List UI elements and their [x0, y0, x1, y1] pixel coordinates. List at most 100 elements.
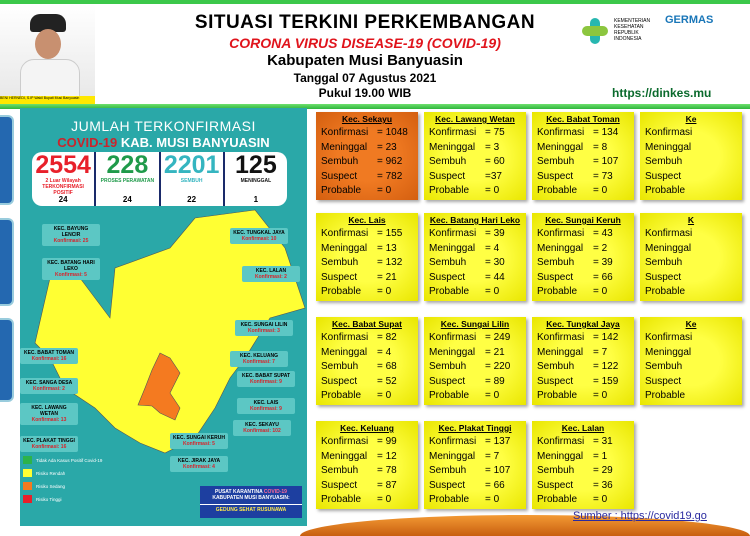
stat-value: = 21 — [485, 346, 505, 358]
stat-value: = 66 — [485, 479, 505, 491]
panel-subtitle-text: KAB. MUSI BANYUASIN — [120, 135, 270, 150]
stat-label: Suspect — [645, 271, 682, 283]
map-label-count: Konfirmasi: 10 — [241, 236, 277, 242]
stat-value: = 4 — [377, 346, 392, 358]
district-card: Kec. Babat Toman Konfirmasi = 134 Meninggal… — [532, 112, 634, 200]
stat-value: = 0 — [377, 185, 392, 196]
stat-row: Sembuh = 68 — [321, 360, 413, 375]
stat-value: = 142 — [593, 332, 619, 343]
stat-label: Meninggal — [537, 242, 584, 254]
stat-row: Meninggal = 12 — [321, 450, 413, 465]
stat-value: = 1 — [593, 450, 608, 462]
stat-row: Suspect = 36 — [537, 479, 629, 494]
district-card: Kec. Babat Supat Konfirmasi = 82 Meninggal =… — [316, 317, 418, 405]
stat-value: =37 — [485, 170, 502, 182]
stat-value: = 962 — [377, 156, 403, 167]
kemenkes-logo-icon — [582, 18, 608, 44]
map-label-name: KEC. PLAKAT TINGGI — [23, 438, 75, 444]
stat-label: Suspect — [321, 375, 358, 387]
stat-0: 2554 2 Luar Wilayah TERKONFIRMASI POSITIF… — [32, 151, 97, 206]
stat-value: = 220 — [485, 361, 511, 372]
stat-label: Konfirmasi — [321, 332, 369, 343]
stat-label: Konfirmasi — [429, 127, 477, 138]
stat-label: Sembuh — [429, 361, 467, 372]
stat-label: Suspect — [537, 170, 574, 182]
stat-label: SEMBUH — [180, 178, 203, 184]
stat-label: Meninggal — [537, 141, 584, 153]
stat-row: Sembuh — [645, 360, 737, 375]
stat-value: = 134 — [593, 127, 619, 138]
stat-row: Sembuh — [645, 256, 737, 271]
stat-value: = 73 — [593, 170, 613, 182]
legend-swatch — [23, 482, 32, 490]
legend-item: Risiko Rendah — [23, 469, 65, 477]
stat-value: = 30 — [485, 257, 505, 268]
stat-value: = 87 — [377, 479, 397, 491]
panel-subtitle-red: COVID-19 — [57, 135, 118, 150]
stat-row: Meninggal = 23 — [321, 141, 413, 156]
map-label-count: Konfirmasi: 102 — [243, 428, 281, 434]
stat-label: Suspect — [537, 271, 574, 283]
stat-row: Suspect = 52 — [321, 375, 413, 390]
map-label: KEC. SANGA DESA Konfirmasi: 2 — [20, 378, 78, 394]
stat-label: Konfirmasi — [429, 228, 477, 239]
stat-delta: 1 — [253, 195, 259, 204]
stat-value: = 249 — [485, 332, 511, 343]
stats-box: 2554 2 Luar Wilayah TERKONFIRMASI POSITIF… — [32, 152, 287, 206]
stat-2: 2201 SEMBUH 22 — [161, 152, 225, 206]
stat-value: = 39 — [593, 257, 613, 268]
legend-label: Tidak Ada Kasus Positif Covid-19 — [36, 457, 103, 463]
stat-row: Probable — [645, 389, 737, 404]
map-label: KEC. SUNGAI KERUH Konfirmasi: 5 — [170, 433, 228, 449]
map-label-name: KEC. SEKAYU — [245, 422, 279, 428]
stat-label: Konfirmasi — [321, 127, 369, 138]
district-card: Kec. Lais Konfirmasi = 155 Meninggal = 13 Sem… — [316, 213, 418, 301]
stat-row: Suspect =37 — [429, 170, 521, 185]
stat-row: Probable = 0 — [429, 389, 521, 404]
stat-row: Meninggal = 7 — [429, 450, 521, 465]
stat-row: Konfirmasi = 155 — [321, 227, 413, 242]
stat-row: Meninggal = 4 — [321, 346, 413, 361]
map-label: KEC. BABAT SUPAT Konfirmasi: 9 — [237, 371, 295, 387]
map-label: KEC. SEKAYU Konfirmasi: 102 — [233, 420, 291, 436]
stat-label: Probable — [537, 286, 578, 297]
map-label-name: KEC. SUNGAI LILIN — [240, 322, 288, 328]
source-link[interactable]: Sumber : https://covid19.go — [573, 510, 707, 522]
region: Kabupaten Musi Banyuasin — [267, 52, 463, 69]
stat-value: = 60 — [485, 156, 505, 167]
map-label-name: KEC. JIRAK JAYA — [177, 458, 221, 464]
website-url[interactable]: https://dinkes.mu — [612, 86, 712, 100]
stat-row: Konfirmasi = 39 — [429, 227, 521, 242]
map-label-count: Konfirmasi: 16 — [31, 444, 67, 450]
stat-row: Konfirmasi = 142 — [537, 331, 629, 346]
stat-label: MENINGGAL — [240, 178, 272, 184]
stat-value: = 782 — [377, 170, 403, 182]
stat-label: Konfirmasi — [537, 127, 585, 138]
stat-label: Probable — [429, 494, 470, 505]
stat-row: Meninggal = 3 — [429, 141, 521, 156]
divider — [0, 104, 750, 109]
stat-row: Konfirmasi = 99 — [321, 435, 413, 450]
stat-value: = 0 — [377, 286, 392, 297]
stat-row: Konfirmasi = 82 — [321, 331, 413, 346]
stat-value: = 44 — [485, 271, 505, 283]
stat-delta: 24 — [58, 195, 68, 204]
district-card-title: Kec. Tungkal Jaya — [546, 319, 620, 329]
stat-label: Suspect — [537, 375, 574, 387]
stat-value: = 0 — [377, 494, 392, 505]
stat-row: Sembuh = 220 — [429, 360, 521, 375]
stat-label: Meninggal — [429, 141, 476, 153]
district-card-title: Kec. Keluang — [340, 423, 394, 433]
stat-value: = 0 — [377, 390, 392, 401]
stat-value: 2554 — [35, 151, 91, 179]
map-label: KEC. BAYUNG LENCIR Konfirmasi: 25 — [42, 224, 100, 246]
stat-label: Suspect — [645, 170, 682, 182]
stat-value: = 39 — [485, 228, 505, 239]
stat-row: Meninggal = 2 — [537, 242, 629, 257]
stat-row: Sembuh = 39 — [537, 256, 629, 271]
stat-row: Sembuh — [645, 155, 737, 170]
stat-row: Sembuh = 132 — [321, 256, 413, 271]
panel-subtitle: COVID-19 KAB. MUSI BANYUASIN — [20, 135, 307, 150]
stat-row: Meninggal — [645, 242, 737, 257]
stat-value: = 2 — [593, 242, 608, 254]
